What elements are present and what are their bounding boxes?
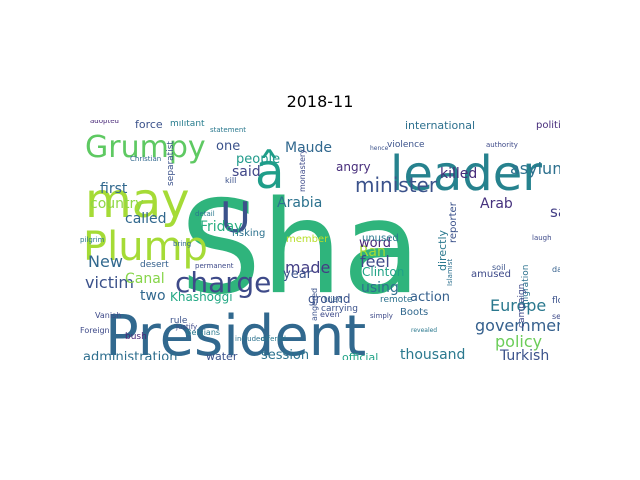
cloud-word: authority: [486, 141, 518, 149]
cloud-word: directly: [436, 229, 449, 271]
cloud-word: victim: [85, 273, 134, 292]
cloud-word: people: [236, 152, 280, 167]
cloud-word: simply: [370, 312, 393, 320]
cloud-word: angered: [310, 288, 319, 321]
cloud-word: government: [475, 316, 560, 335]
cloud-word: Canal: [125, 271, 165, 287]
cloud-word: made: [285, 258, 330, 277]
cloud-word: adopted: [90, 120, 119, 125]
cloud-word: Europe: [490, 296, 546, 315]
cloud-word: political: [536, 120, 560, 131]
cloud-word: Friday: [200, 219, 242, 235]
cloud-word: Ran: [359, 244, 386, 260]
cloud-word: country: [90, 196, 144, 212]
cloud-word: may: [85, 173, 190, 229]
cloud-word: using: [361, 280, 399, 296]
cloud-word: President: [105, 304, 366, 360]
cloud-word: militant: [170, 120, 205, 129]
cloud-word: even: [320, 310, 340, 319]
cloud-word: permanent: [195, 262, 234, 270]
cloud-word: water: [206, 350, 238, 360]
cloud-word: killed: [440, 166, 477, 182]
cloud-word: charge: [175, 266, 271, 299]
cloud-word: Arab: [480, 196, 513, 212]
cloud-word: leader: [390, 146, 542, 202]
cloud-word: action: [410, 290, 450, 305]
cloud-word: Maude: [285, 140, 332, 156]
cloud-word: minister: [355, 173, 438, 197]
cloud-word: word: [359, 236, 391, 251]
cloud-word: feel: [360, 252, 390, 271]
cloud-word: Khashoggi: [170, 290, 233, 304]
cloud-word: desert: [140, 260, 169, 270]
cloud-word: said: [232, 164, 261, 180]
cloud-word: policy: [495, 332, 542, 351]
cloud-word: kill: [225, 176, 236, 185]
cloud-word: laugh: [532, 234, 552, 242]
cloud-word: tried: [324, 295, 343, 304]
cloud-word: bring: [173, 240, 191, 248]
cloud-word: called: [125, 211, 167, 227]
cloud-word: official: [342, 351, 378, 360]
cloud-word: remote: [380, 295, 413, 305]
cloud-word: carrying: [321, 304, 358, 314]
cloud-word: one: [216, 139, 240, 154]
cloud-word: first: [100, 181, 128, 197]
cloud-word: Arabia: [277, 195, 322, 211]
cloud-word: included: [235, 335, 265, 343]
cloud-word: risking: [232, 228, 265, 239]
cloud-word: thousand: [400, 347, 465, 360]
cloud-word: Turkish: [499, 348, 549, 360]
cloud-word: ground: [308, 292, 350, 306]
cloud-word: damage: [552, 265, 560, 274]
cloud-word: offered: [261, 335, 286, 343]
cloud-word: rule: [170, 316, 188, 326]
cloud-word: violence: [387, 140, 425, 150]
cloud-word: â: [255, 144, 284, 200]
cloud-word: Grumpy: [85, 130, 206, 165]
cloud-word: detail: [195, 210, 215, 218]
cloud-word: administration: [83, 350, 177, 360]
cloud-word: amused: [471, 269, 511, 280]
cloud-word: Clinton: [362, 265, 404, 279]
cloud-word: seven: [552, 312, 560, 321]
cloud-word: Foreign: [80, 326, 110, 335]
cloud-word: bush: [125, 332, 147, 342]
cloud-word: unused: [362, 233, 399, 244]
cloud-word: migration: [521, 265, 531, 308]
cloud-word: statement: [210, 126, 246, 134]
cloud-word: monastery: [298, 149, 307, 192]
cloud-word: session: [261, 348, 309, 360]
cloud-word: Vanish: [95, 311, 121, 320]
cloud-word: Plump: [83, 224, 208, 270]
cloud-word: hence: [370, 145, 389, 152]
word-cloud: Sha President leader may Plump charge Grumpy â U…: [80, 120, 560, 360]
cloud-word: campaign: [517, 284, 527, 328]
cloud-word: justify: [175, 323, 197, 331]
cloud-word: Boots: [400, 307, 428, 318]
cloud-word: U: [220, 193, 251, 242]
cloud-word: say: [550, 203, 560, 221]
cloud-word: soil: [492, 263, 506, 272]
cloud-word: Sha: [180, 174, 421, 323]
cloud-word: separatist: [166, 141, 176, 186]
cloud-word: Belgians: [186, 328, 220, 337]
cloud-word: Islamist: [446, 259, 454, 286]
cloud-word: flout: [552, 296, 560, 306]
cloud-word: asylum: [510, 159, 560, 178]
cloud-word: angry: [336, 160, 371, 174]
cloud-word: reporter: [448, 201, 459, 243]
cloud-word: year: [283, 267, 313, 282]
cloud-word: two: [140, 288, 166, 304]
cloud-word: revealed: [411, 327, 437, 334]
cloud-word: pilgrim: [80, 236, 105, 244]
cloud-word: member: [286, 234, 329, 245]
cloud-word: force: [135, 120, 163, 131]
cloud-word: New: [88, 252, 123, 271]
cloud-word: Christian: [130, 155, 161, 163]
figure-title: 2018-11: [286, 92, 354, 111]
cloud-word: international: [405, 120, 475, 132]
